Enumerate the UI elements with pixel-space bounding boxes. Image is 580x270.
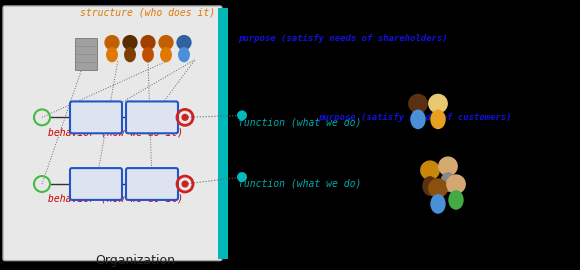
FancyBboxPatch shape — [75, 38, 97, 70]
Ellipse shape — [106, 47, 118, 62]
Ellipse shape — [124, 47, 136, 62]
FancyBboxPatch shape — [70, 168, 122, 200]
Circle shape — [140, 35, 155, 50]
Ellipse shape — [142, 47, 154, 62]
Text: purpose (satisfy needs of shareholders): purpose (satisfy needs of shareholders) — [238, 34, 448, 43]
Circle shape — [420, 160, 440, 180]
FancyBboxPatch shape — [126, 168, 178, 200]
Bar — [218, 8, 228, 259]
Circle shape — [428, 94, 448, 113]
Text: Organization: Organization — [95, 254, 175, 267]
Text: purpose (satisfy needs of customers): purpose (satisfy needs of customers) — [318, 113, 512, 122]
Ellipse shape — [160, 47, 172, 62]
Circle shape — [176, 35, 191, 50]
Text: behavior (how we do it): behavior (how we do it) — [48, 194, 183, 204]
Circle shape — [237, 110, 247, 120]
Ellipse shape — [422, 176, 438, 196]
Ellipse shape — [448, 190, 463, 210]
Ellipse shape — [430, 110, 445, 129]
Ellipse shape — [440, 172, 456, 192]
Circle shape — [446, 174, 466, 194]
Ellipse shape — [178, 47, 190, 62]
Text: function (what we do): function (what we do) — [238, 117, 361, 127]
Circle shape — [122, 35, 137, 50]
Circle shape — [428, 178, 448, 198]
Ellipse shape — [430, 194, 445, 214]
FancyBboxPatch shape — [126, 102, 178, 133]
Ellipse shape — [410, 110, 426, 129]
Circle shape — [182, 114, 188, 121]
Circle shape — [237, 172, 247, 182]
Text: function (what we do): function (what we do) — [238, 179, 361, 189]
FancyBboxPatch shape — [3, 6, 222, 261]
Circle shape — [104, 35, 119, 50]
Circle shape — [438, 156, 458, 176]
Circle shape — [408, 94, 428, 113]
FancyBboxPatch shape — [70, 102, 122, 133]
Text: behavior (how we do it): behavior (how we do it) — [48, 127, 183, 137]
Text: structure (who does it): structure (who does it) — [81, 8, 216, 18]
Circle shape — [182, 180, 188, 188]
Circle shape — [158, 35, 173, 50]
